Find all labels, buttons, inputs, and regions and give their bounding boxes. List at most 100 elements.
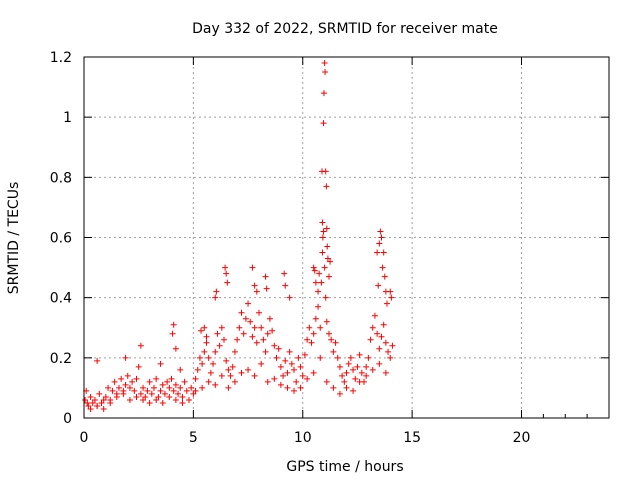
data-point bbox=[118, 375, 125, 382]
data-point bbox=[245, 300, 252, 307]
data-point bbox=[151, 384, 157, 391]
data-point bbox=[201, 348, 208, 355]
y-tick-label: 1 bbox=[63, 110, 72, 126]
data-point bbox=[380, 249, 387, 256]
data-point bbox=[198, 327, 205, 334]
data-point bbox=[277, 381, 284, 388]
data-point bbox=[251, 324, 258, 331]
data-point bbox=[310, 330, 317, 337]
data-point bbox=[320, 228, 327, 235]
data-point bbox=[297, 384, 304, 391]
data-point bbox=[286, 294, 293, 301]
data-point bbox=[253, 288, 260, 295]
data-point bbox=[245, 366, 252, 373]
data-point bbox=[177, 366, 184, 373]
data-point bbox=[385, 348, 392, 355]
data-point bbox=[140, 396, 147, 403]
data-point bbox=[312, 315, 319, 322]
data-point bbox=[365, 354, 372, 361]
data-point bbox=[330, 384, 337, 391]
data-point bbox=[135, 363, 142, 370]
data-point bbox=[251, 282, 258, 289]
y-tick-label: 0.6 bbox=[50, 231, 72, 247]
data-point bbox=[249, 333, 256, 340]
data-point bbox=[388, 294, 395, 301]
data-point bbox=[157, 387, 164, 394]
data-point bbox=[376, 345, 383, 352]
data-point bbox=[113, 393, 120, 400]
data-point bbox=[247, 318, 254, 325]
data-point bbox=[194, 366, 201, 373]
data-point bbox=[336, 363, 343, 370]
x-tick-label: 20 bbox=[513, 430, 531, 446]
data-point bbox=[356, 351, 363, 358]
data-point bbox=[374, 330, 381, 337]
data-point bbox=[321, 264, 328, 271]
data-point bbox=[111, 378, 118, 385]
data-point bbox=[122, 354, 129, 361]
data-point bbox=[172, 396, 179, 403]
data-point bbox=[382, 369, 389, 376]
data-point bbox=[164, 378, 171, 385]
data-point bbox=[380, 321, 387, 328]
data-point bbox=[212, 381, 219, 388]
data-point bbox=[330, 348, 337, 355]
data-point bbox=[341, 378, 348, 385]
data-point bbox=[316, 270, 323, 277]
data-point bbox=[126, 384, 133, 391]
data-point bbox=[262, 348, 269, 355]
data-point bbox=[94, 357, 101, 364]
data-point bbox=[266, 315, 273, 322]
data-point bbox=[166, 393, 173, 400]
data-point bbox=[85, 402, 92, 409]
data-point bbox=[315, 288, 322, 295]
data-point bbox=[238, 309, 245, 316]
data-point bbox=[216, 342, 223, 349]
data-point bbox=[324, 255, 331, 262]
ticks-layer bbox=[83, 56, 610, 419]
data-point bbox=[231, 378, 238, 385]
data-point bbox=[291, 366, 297, 373]
data-point bbox=[140, 384, 147, 391]
data-point bbox=[378, 234, 385, 241]
data-point bbox=[310, 264, 317, 271]
y-tick-label: 0.8 bbox=[50, 170, 72, 186]
data-point bbox=[322, 168, 329, 175]
data-point bbox=[363, 363, 370, 370]
data-point bbox=[201, 324, 208, 331]
data-point bbox=[89, 399, 96, 406]
data-point bbox=[203, 333, 210, 340]
data-point bbox=[319, 234, 326, 241]
data-point bbox=[192, 375, 199, 382]
data-point bbox=[122, 381, 129, 388]
data-point bbox=[242, 315, 249, 322]
data-point bbox=[214, 330, 221, 337]
data-point bbox=[280, 372, 287, 379]
data-point bbox=[281, 270, 288, 277]
data-point bbox=[282, 357, 289, 364]
data-point bbox=[347, 354, 354, 361]
data-point bbox=[374, 249, 381, 256]
data-point bbox=[249, 264, 256, 271]
data-point bbox=[382, 339, 389, 346]
data-point bbox=[253, 339, 260, 346]
data-point bbox=[301, 351, 308, 358]
data-point bbox=[339, 372, 346, 379]
data-point bbox=[291, 387, 297, 394]
data-point bbox=[369, 324, 376, 331]
data-point bbox=[218, 372, 225, 379]
data-point bbox=[284, 369, 291, 376]
data-point bbox=[100, 405, 107, 412]
data-point bbox=[260, 336, 267, 343]
data-point bbox=[378, 333, 385, 340]
data-point bbox=[258, 324, 265, 331]
data-point bbox=[179, 399, 186, 406]
data-point bbox=[159, 381, 166, 388]
data-point bbox=[133, 375, 140, 382]
data-point bbox=[323, 378, 330, 385]
data-point bbox=[251, 372, 258, 379]
data-point bbox=[379, 264, 386, 271]
data-point bbox=[91, 396, 98, 403]
data-point bbox=[129, 378, 136, 385]
data-point bbox=[323, 318, 330, 325]
